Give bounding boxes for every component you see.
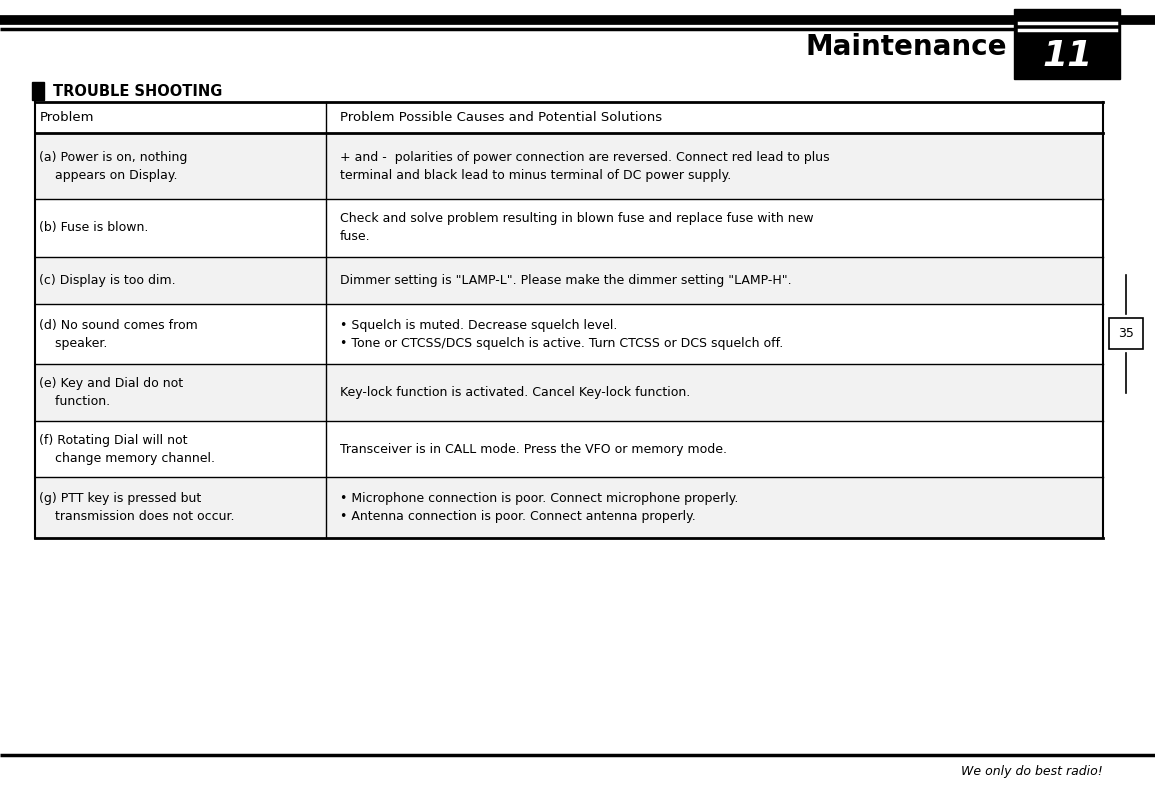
- Bar: [35, 364, 1103, 421]
- Text: (a) Power is on, nothing
    appears on Display.: (a) Power is on, nothing appears on Disp…: [39, 151, 187, 181]
- Text: + and -  polarities of power connection are reversed. Connect red lead to plus
t: + and - polarities of power connection a…: [340, 151, 829, 181]
- Text: Problem Possible Causes and Potential Solutions: Problem Possible Causes and Potential So…: [340, 111, 662, 124]
- Text: Transceiver is in CALL mode. Press the VFO or memory mode.: Transceiver is in CALL mode. Press the V…: [340, 443, 726, 455]
- Text: (e) Key and Dial do not
    function.: (e) Key and Dial do not function.: [39, 377, 184, 408]
- Text: (d) No sound comes from
    speaker.: (d) No sound comes from speaker.: [39, 319, 198, 349]
- Bar: [35, 133, 1103, 199]
- Text: (g) PTT key is pressed but
    transmission does not occur.: (g) PTT key is pressed but transmission …: [39, 492, 234, 523]
- Text: We only do best radio!: We only do best radio!: [961, 765, 1103, 778]
- Text: Check and solve problem resulting in blown fuse and replace fuse with new
fuse.: Check and solve problem resulting in blo…: [340, 212, 813, 243]
- Text: Maintenance: Maintenance: [806, 33, 1007, 61]
- Bar: [35, 477, 1103, 538]
- Text: • Squelch is muted. Decrease squelch level.
• Tone or CTCSS/DCS squelch is activ: • Squelch is muted. Decrease squelch lev…: [340, 319, 783, 349]
- Text: • Microphone connection is poor. Connect microphone properly.
• Antenna connecti: • Microphone connection is poor. Connect…: [340, 492, 738, 523]
- Bar: [1109, 318, 1143, 349]
- Text: TROUBLE SHOOTING: TROUBLE SHOOTING: [53, 83, 223, 99]
- Text: Problem: Problem: [39, 111, 94, 124]
- Text: Dimmer setting is "LAMP-L". Please make the dimmer setting "LAMP-H".: Dimmer setting is "LAMP-L". Please make …: [340, 274, 791, 287]
- Bar: [35, 257, 1103, 304]
- Text: 11: 11: [1042, 39, 1093, 73]
- Text: 35: 35: [1118, 327, 1134, 340]
- Bar: [1014, 9, 1120, 79]
- Text: Key-lock function is activated. Cancel Key-lock function.: Key-lock function is activated. Cancel K…: [340, 386, 690, 399]
- Text: (c) Display is too dim.: (c) Display is too dim.: [39, 274, 176, 287]
- Bar: [32, 82, 44, 100]
- Text: (b) Fuse is blown.: (b) Fuse is blown.: [39, 221, 149, 234]
- Text: (f) Rotating Dial will not
    change memory channel.: (f) Rotating Dial will not change memory…: [39, 433, 215, 465]
